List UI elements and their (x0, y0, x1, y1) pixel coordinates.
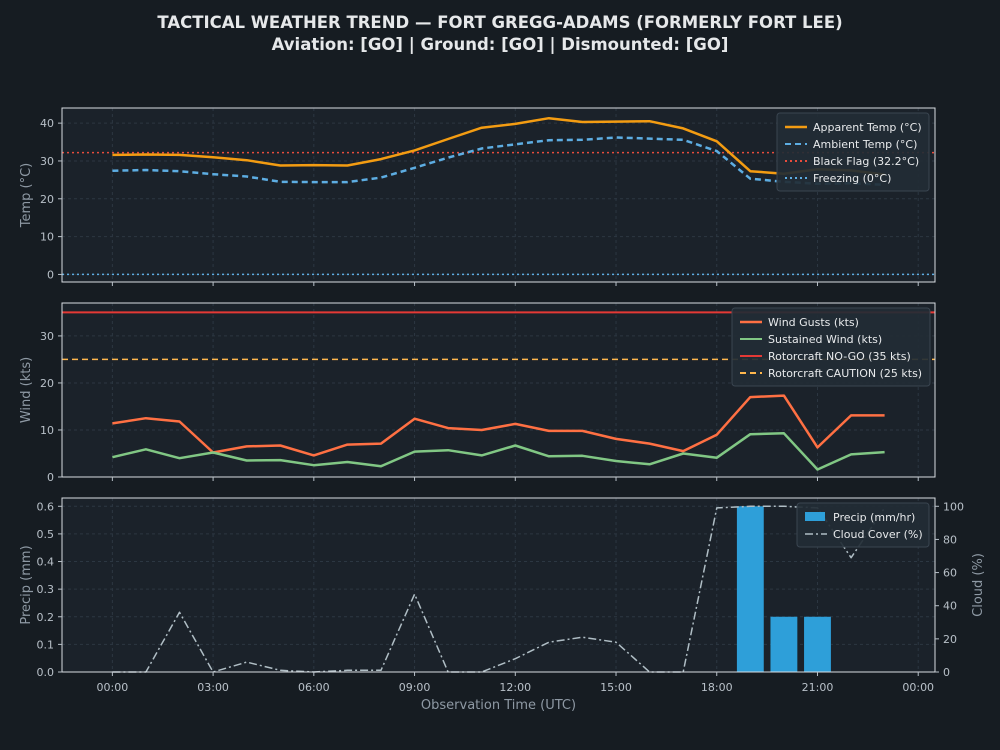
y-tick-label: 10 (40, 424, 54, 437)
y-tick-label: 0.5 (37, 528, 55, 541)
y2-tick-label: 100 (943, 500, 964, 513)
y2-tick-label: 40 (943, 600, 957, 613)
y-tick-label: 0 (47, 268, 54, 281)
legend-label: Rotorcraft CAUTION (25 kts) (768, 367, 922, 380)
series-line-2 (112, 505, 886, 673)
plot-frame (61, 497, 936, 673)
y-tick-label: 20 (40, 193, 54, 206)
chart-subtitle-go-status: Aviation: [GO] | Ground: [GO] | Dismount… (271, 35, 729, 54)
x-tick-label: 18:00 (701, 681, 733, 694)
precip-bar (736, 506, 764, 672)
temp-legend: Apparent Temp (°C) Ambient Temp (°C) Black… (776, 112, 930, 192)
series-line-1 (112, 116, 885, 176)
y-tick-label: 0.6 (37, 500, 55, 513)
legend-label: Precip (mm/hr) (833, 511, 915, 524)
y-tick-label: 30 (40, 330, 54, 343)
series-line-1 (112, 394, 885, 457)
legend-label: Apparent Temp (°C) (813, 121, 922, 134)
x-tick-label: 06:00 (298, 681, 330, 694)
y-tick-label: 0 (47, 471, 54, 484)
x-tick-label: 00:00 (97, 681, 129, 694)
y2-tick-label: 80 (943, 533, 957, 546)
wind-legend: Wind Gusts (kts) Sustained Wind (kts) Roto… (731, 307, 931, 387)
panel-3 (58, 497, 939, 676)
legend-box (796, 502, 930, 548)
series-line-2 (112, 432, 885, 471)
y-axis-label: Precip (mm) (19, 545, 34, 624)
y2-axis-label: Cloud (%) (971, 553, 986, 617)
legend-box (731, 307, 931, 387)
x-tick-label: 09:00 (399, 681, 431, 694)
x-tick-label: 03:00 (197, 681, 229, 694)
y-tick-label: 0.0 (37, 666, 55, 679)
y-tick-label: 40 (40, 117, 54, 130)
plot-frame (61, 107, 936, 283)
y-tick-label: 10 (40, 231, 54, 244)
y-tick-label: 0.3 (37, 583, 55, 596)
x-axis-label: Observation Time (UTC) (421, 698, 576, 713)
legend-swatch (805, 512, 825, 521)
y-tick-label: 0.1 (37, 638, 55, 651)
x-tick-label: 21:00 (802, 681, 834, 694)
legend-label: Rotorcraft NO-GO (35 kts) (768, 350, 911, 363)
x-tick-label: 15:00 (600, 681, 632, 694)
precip-bar (804, 616, 831, 672)
y-tick-label: 30 (40, 155, 54, 168)
y2-tick-label: 60 (943, 567, 957, 580)
x-tick-label: 12:00 (499, 681, 531, 694)
legend-label: Wind Gusts (kts) (768, 316, 859, 329)
legend-label: Sustained Wind (kts) (768, 333, 882, 346)
legend-label: Cloud Cover (%) (833, 528, 923, 541)
chart-title: TACTICAL WEATHER TREND — FORT GREGG-ADAM… (157, 13, 843, 32)
y-tick-label: 20 (40, 377, 54, 390)
y-tick-label: 0.2 (37, 611, 55, 624)
y-axis-label: Temp (°C) (19, 163, 34, 229)
series-line-2 (112, 136, 885, 187)
legend-label: Black Flag (32.2°C) (813, 155, 919, 168)
plot-frame (61, 302, 936, 478)
x-tick-label: 00:00 (902, 681, 934, 694)
precip-bar (770, 616, 798, 672)
y-tick-label: 0.4 (37, 556, 55, 569)
y2-tick-label: 20 (943, 633, 957, 646)
legend-box (776, 112, 930, 192)
y-axis-label: Wind (kts) (19, 357, 34, 423)
precip-legend: Precip (mm/hr) Cloud Cover (%) (796, 502, 930, 548)
legend-label: Freezing (0°C) (813, 172, 891, 185)
legend-label: Ambient Temp (°C) (813, 138, 917, 151)
y2-tick-label: 0 (943, 666, 950, 679)
